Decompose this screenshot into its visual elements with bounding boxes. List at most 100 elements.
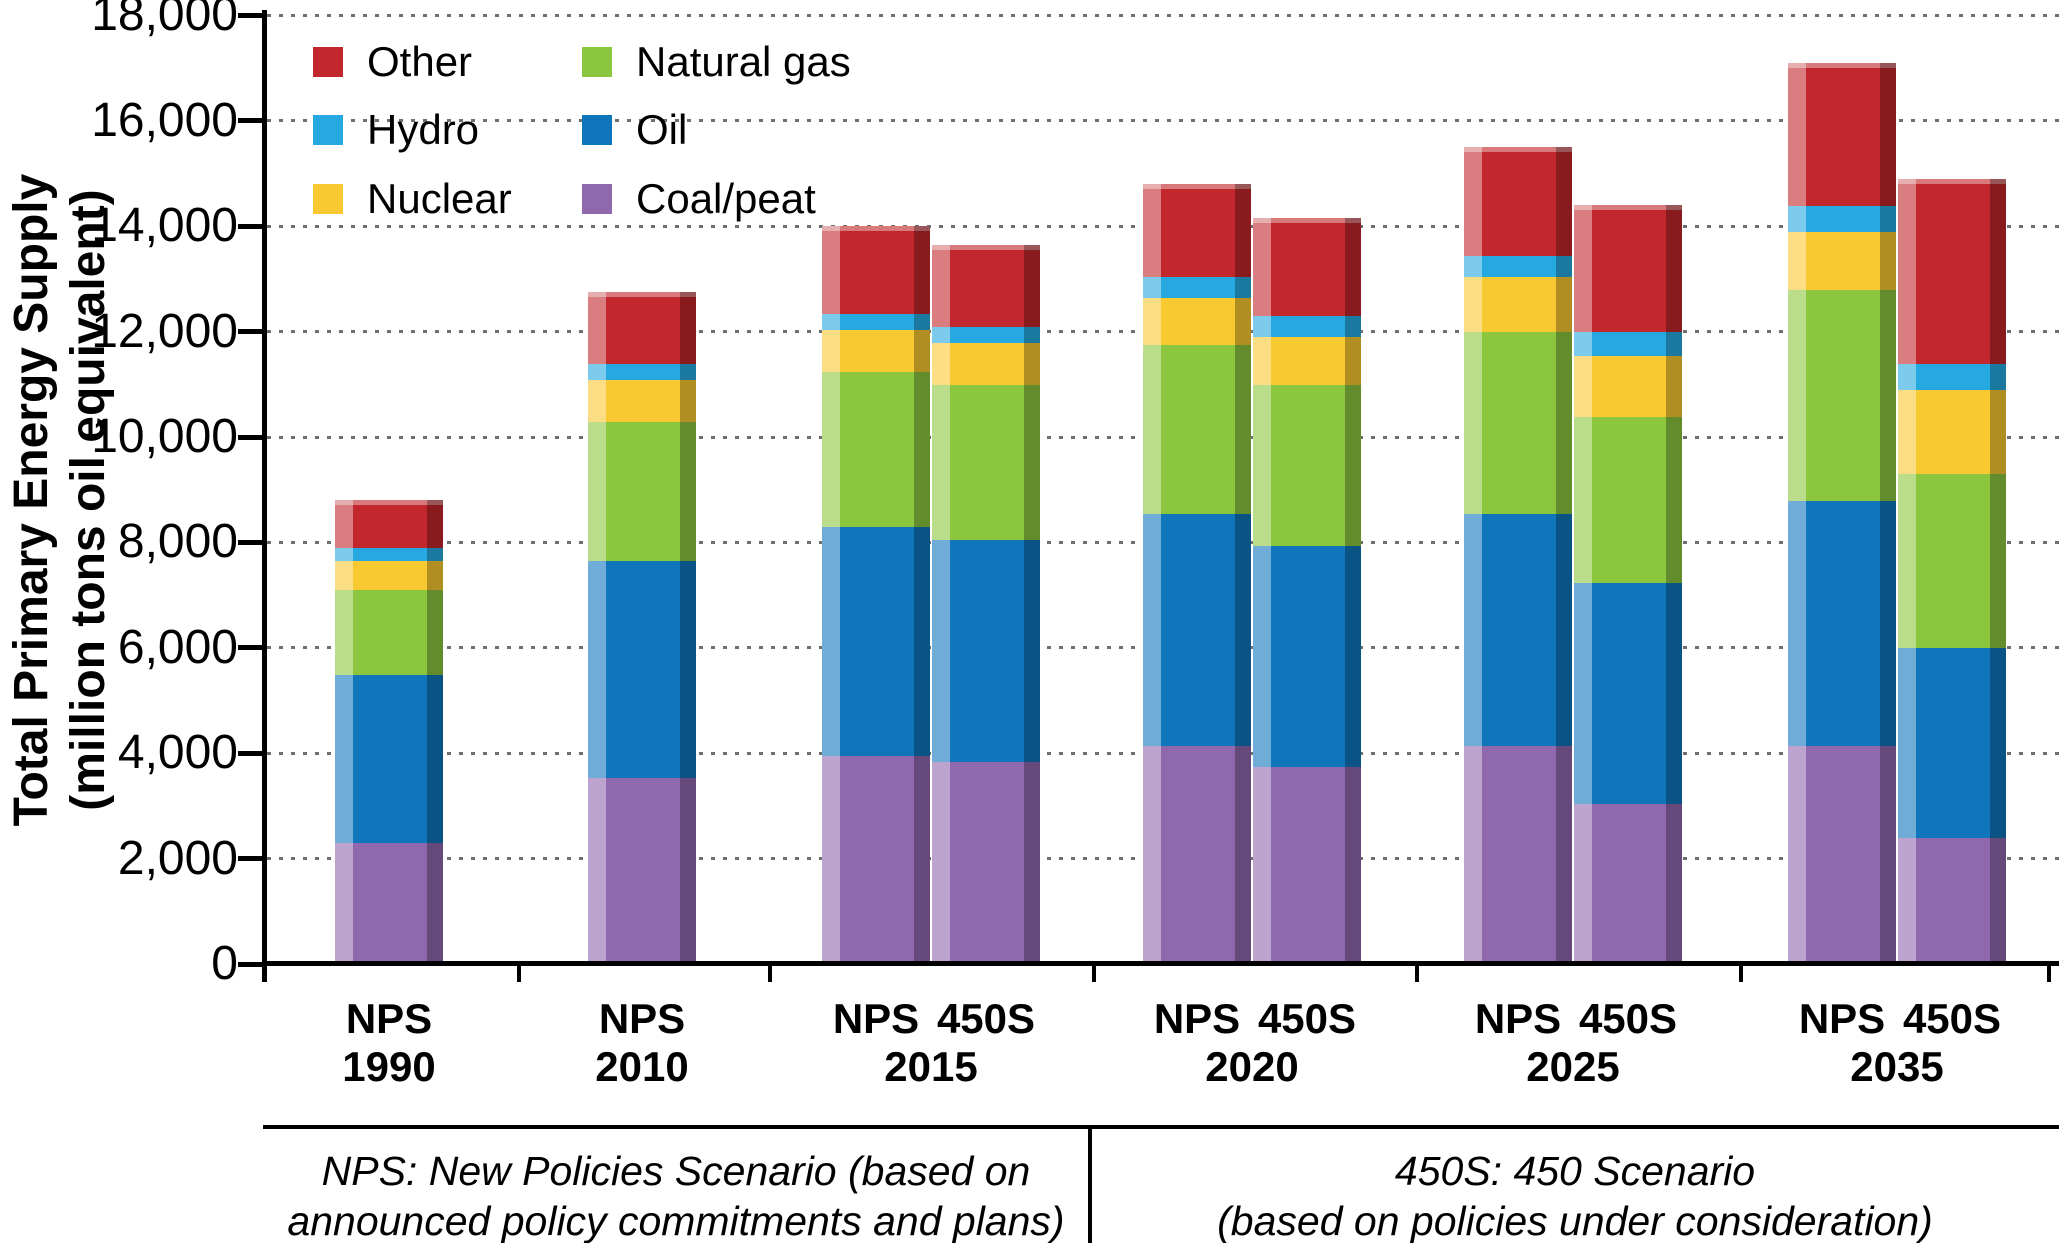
scenario-label-nps-2035: NPS — [1798, 995, 1886, 1042]
bar-segment-hydro — [1464, 255, 1572, 277]
scenario-label-nps-2025: NPS — [1474, 995, 1562, 1042]
note-right-line1: 450S: 450 Scenario — [1394, 1148, 1756, 1194]
bar-segment-gas — [932, 384, 1040, 541]
x-axis-tick-mark — [1739, 964, 1743, 982]
bar-segment-oil — [1464, 513, 1572, 746]
bar-segment-other — [1898, 178, 2006, 364]
bar-segment-nuclear — [335, 560, 443, 591]
bar-segment-nuclear — [1253, 336, 1361, 385]
bar-segment-nuclear — [1464, 276, 1572, 333]
bar-segment-coal — [1574, 803, 1682, 965]
y-axis-tick-mark — [238, 645, 263, 651]
bar-segment-hydro — [1143, 276, 1251, 298]
bar-segment-gas — [822, 371, 930, 528]
y-axis-tick-label: 14,000 — [91, 199, 238, 253]
bar-segment-coal — [1143, 745, 1251, 965]
x-axis-tick-mark — [1092, 964, 1096, 982]
scenario-label-nps-2020: NPS — [1153, 995, 1241, 1042]
gridline — [267, 13, 2059, 17]
x-axis-tick-mark — [768, 964, 772, 982]
x-axis-line — [262, 961, 2059, 966]
scenario-label-nps-2015: NPS — [832, 995, 920, 1042]
bar-segment-gas — [335, 589, 443, 675]
bar-segment-coal — [822, 755, 930, 965]
bar-segment-coal — [588, 776, 696, 965]
scenario-label-nps-1990: NPS — [345, 995, 433, 1042]
note-450s-definition: 450S: 450 Scenario (based on policies un… — [1092, 1146, 2058, 1243]
bar-segment-gas — [1253, 384, 1361, 546]
year-label-2035: 2035 — [1850, 1043, 1944, 1090]
bar-segment-other — [1788, 62, 1896, 206]
scenario-label-450s-2035: 450S — [1902, 995, 2002, 1042]
y-axis-tick-label: 18,000 — [91, 0, 238, 42]
bar-segment-nuclear — [822, 328, 930, 372]
year-label-2010: 2010 — [595, 1043, 689, 1090]
bar-segment-hydro — [1253, 315, 1361, 338]
bar-segment-nuclear — [1143, 297, 1251, 346]
bar-segment-other — [932, 244, 1040, 327]
bar-segment-oil — [335, 674, 443, 844]
y-axis-tick-mark — [238, 329, 263, 335]
bar-segment-other — [588, 292, 696, 364]
bar-segment-nuclear — [1574, 355, 1682, 417]
bar-segment-nuclear — [1898, 389, 2006, 475]
bar-segment-coal — [1898, 837, 2006, 965]
note-left-line1: NPS: New Policies Scenario (based on — [321, 1148, 1031, 1194]
y-axis-tick-label: 4,000 — [117, 726, 238, 780]
x-axis-tick-mark — [517, 964, 521, 982]
bar-segment-oil — [588, 560, 696, 778]
y-axis-tick-mark — [238, 118, 263, 124]
note-left-line2: announced policy commitments and plans) — [287, 1198, 1065, 1243]
bar-segment-other — [1574, 205, 1682, 333]
y-axis-tick-mark — [238, 961, 263, 967]
bar-segment-gas — [1788, 289, 1896, 501]
bar-segment-coal — [335, 842, 443, 965]
bar-segment-hydro — [932, 326, 1040, 343]
bar-segment-other — [335, 500, 443, 549]
bar-segment-nuclear — [588, 379, 696, 422]
bar-segment-hydro — [1788, 205, 1896, 233]
scenario-label-450s-2015: 450S — [936, 995, 1036, 1042]
y-axis-tick-label: 8,000 — [117, 515, 238, 569]
bar-segment-gas — [1574, 415, 1682, 583]
note-right-line2: (based on policies under consideration) — [1217, 1198, 1933, 1243]
bar-segment-other — [1464, 147, 1572, 256]
bar-segment-hydro — [1574, 331, 1682, 356]
bar-segment-coal — [1464, 745, 1572, 965]
y-axis-tick-label: 10,000 — [91, 410, 238, 463]
year-label-2025: 2025 — [1526, 1043, 1620, 1090]
bar-segment-hydro — [588, 363, 696, 380]
y-axis-tick-label: 12,000 — [91, 304, 238, 358]
year-label-2015: 2015 — [884, 1043, 978, 1090]
bar-segment-other — [1143, 184, 1251, 277]
bar-segment-coal — [932, 761, 1040, 965]
note-nps-definition: NPS: New Policies Scenario (based on ann… — [263, 1146, 1089, 1243]
y-axis-tick-mark — [238, 856, 263, 862]
y-axis-tick-label: 0 — [211, 937, 238, 990]
bar-segment-oil — [822, 526, 930, 757]
notes-rule — [263, 1125, 2059, 1129]
bar-segment-coal — [1253, 766, 1361, 965]
bar-segment-gas — [1464, 331, 1572, 514]
y-axis-tick-mark — [238, 750, 263, 756]
scenario-label-450s-2020: 450S — [1257, 995, 1357, 1042]
bar-segment-oil — [1788, 500, 1896, 746]
bar-segment-gas — [588, 421, 696, 562]
year-label-1990: 1990 — [342, 1043, 436, 1090]
year-label-2020: 2020 — [1205, 1043, 1299, 1090]
y-axis-tick-mark — [238, 539, 263, 545]
bar-segment-nuclear — [932, 342, 1040, 385]
scenario-label-450s-2025: 450S — [1578, 995, 1678, 1042]
y-axis-line — [262, 10, 267, 982]
bar-segment-oil — [1253, 545, 1361, 767]
y-axis-tick-label: 16,000 — [91, 93, 238, 147]
bar-segment-nuclear — [1788, 231, 1896, 291]
bar-segment-gas — [1143, 344, 1251, 514]
x-axis-tick-mark — [2047, 964, 2051, 982]
bar-segment-hydro — [335, 547, 443, 562]
bar-segment-gas — [1898, 473, 2006, 649]
bar-segment-oil — [1143, 513, 1251, 746]
bar-segment-coal — [1788, 745, 1896, 965]
